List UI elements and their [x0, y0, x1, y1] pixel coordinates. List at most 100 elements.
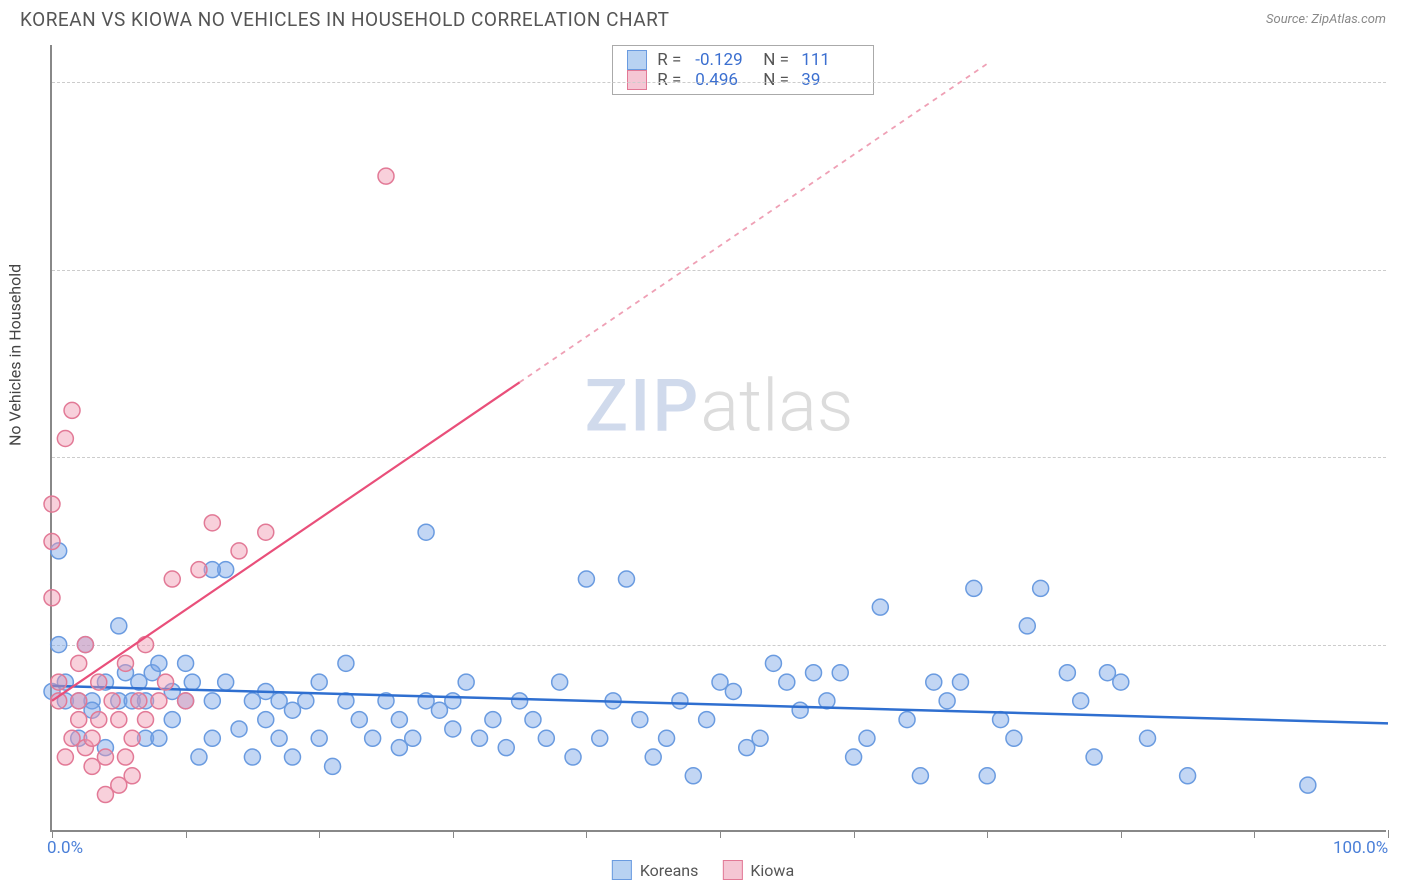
data-point	[284, 749, 300, 765]
data-point	[124, 768, 140, 784]
data-point	[779, 674, 795, 690]
data-point	[164, 712, 180, 728]
yaxis-title: No Vehicles in Household	[6, 264, 25, 446]
plot-svg	[52, 45, 1388, 832]
data-point	[806, 665, 822, 681]
data-point	[578, 571, 594, 587]
data-point	[979, 768, 995, 784]
data-point	[859, 730, 875, 746]
source-label: Source: ZipAtlas.com	[1266, 12, 1386, 27]
data-point	[632, 712, 648, 728]
data-point	[91, 674, 107, 690]
data-point	[204, 693, 220, 709]
data-point	[104, 693, 120, 709]
chart-area: ZIPatlas R =-0.129N =111R =0.496N =39 10…	[50, 45, 1386, 832]
data-point	[1086, 749, 1102, 765]
data-point	[952, 674, 968, 690]
data-point	[244, 749, 260, 765]
data-point	[458, 674, 474, 690]
data-point	[1140, 730, 1156, 746]
data-point	[365, 730, 381, 746]
data-point	[191, 562, 207, 578]
data-point	[204, 730, 220, 746]
data-point	[204, 515, 220, 531]
data-point	[64, 402, 80, 418]
data-point	[311, 674, 327, 690]
legend-swatch	[612, 860, 632, 880]
data-point	[44, 590, 60, 606]
data-point	[151, 730, 167, 746]
legend-label: Koreans	[640, 861, 699, 880]
data-point	[672, 693, 688, 709]
data-point	[325, 758, 341, 774]
data-point	[939, 693, 955, 709]
data-point	[231, 721, 247, 737]
data-point	[298, 693, 314, 709]
data-point	[44, 534, 60, 550]
data-point	[351, 712, 367, 728]
data-point	[138, 637, 154, 653]
data-point	[846, 749, 862, 765]
data-point	[1180, 768, 1196, 784]
data-point	[117, 749, 133, 765]
data-point	[258, 524, 274, 540]
data-point	[164, 571, 180, 587]
data-point	[258, 712, 274, 728]
data-point	[899, 712, 915, 728]
data-point	[1019, 618, 1035, 634]
data-point	[872, 599, 888, 615]
data-point	[111, 618, 127, 634]
data-point	[699, 712, 715, 728]
data-point	[57, 431, 73, 447]
data-point	[97, 749, 113, 765]
data-point	[151, 693, 167, 709]
data-point	[124, 730, 140, 746]
data-point	[71, 693, 87, 709]
data-point	[218, 674, 234, 690]
data-point	[77, 637, 93, 653]
data-point	[565, 749, 581, 765]
legend-item: Kiowa	[722, 860, 794, 880]
x-tick	[1388, 830, 1389, 838]
data-point	[71, 712, 87, 728]
data-point	[338, 655, 354, 671]
data-point	[184, 674, 200, 690]
data-point	[752, 730, 768, 746]
data-point	[512, 693, 528, 709]
data-point	[472, 730, 488, 746]
data-point	[832, 665, 848, 681]
data-point	[618, 571, 634, 587]
data-point	[378, 168, 394, 184]
data-point	[178, 655, 194, 671]
data-point	[391, 712, 407, 728]
data-point	[498, 740, 514, 756]
data-point	[84, 730, 100, 746]
data-point	[111, 712, 127, 728]
trend-line-ext	[520, 64, 988, 383]
data-point	[592, 730, 608, 746]
data-point	[1300, 777, 1316, 793]
data-point	[552, 674, 568, 690]
data-point	[44, 496, 60, 512]
data-point	[993, 712, 1009, 728]
data-point	[966, 580, 982, 596]
legend-label: Kiowa	[750, 861, 794, 880]
series-legend: Koreans Kiowa	[612, 860, 794, 880]
data-point	[525, 712, 541, 728]
data-point	[57, 749, 73, 765]
data-point	[485, 712, 501, 728]
data-point	[645, 749, 661, 765]
data-point	[271, 730, 287, 746]
data-point	[1033, 580, 1049, 596]
data-point	[659, 730, 675, 746]
data-point	[725, 683, 741, 699]
data-point	[231, 543, 247, 559]
data-point	[117, 655, 133, 671]
data-point	[685, 768, 701, 784]
data-point	[445, 693, 461, 709]
legend-item: Koreans	[612, 860, 699, 880]
data-point	[1059, 665, 1075, 681]
data-point	[91, 712, 107, 728]
data-point	[191, 749, 207, 765]
data-point	[1113, 674, 1129, 690]
